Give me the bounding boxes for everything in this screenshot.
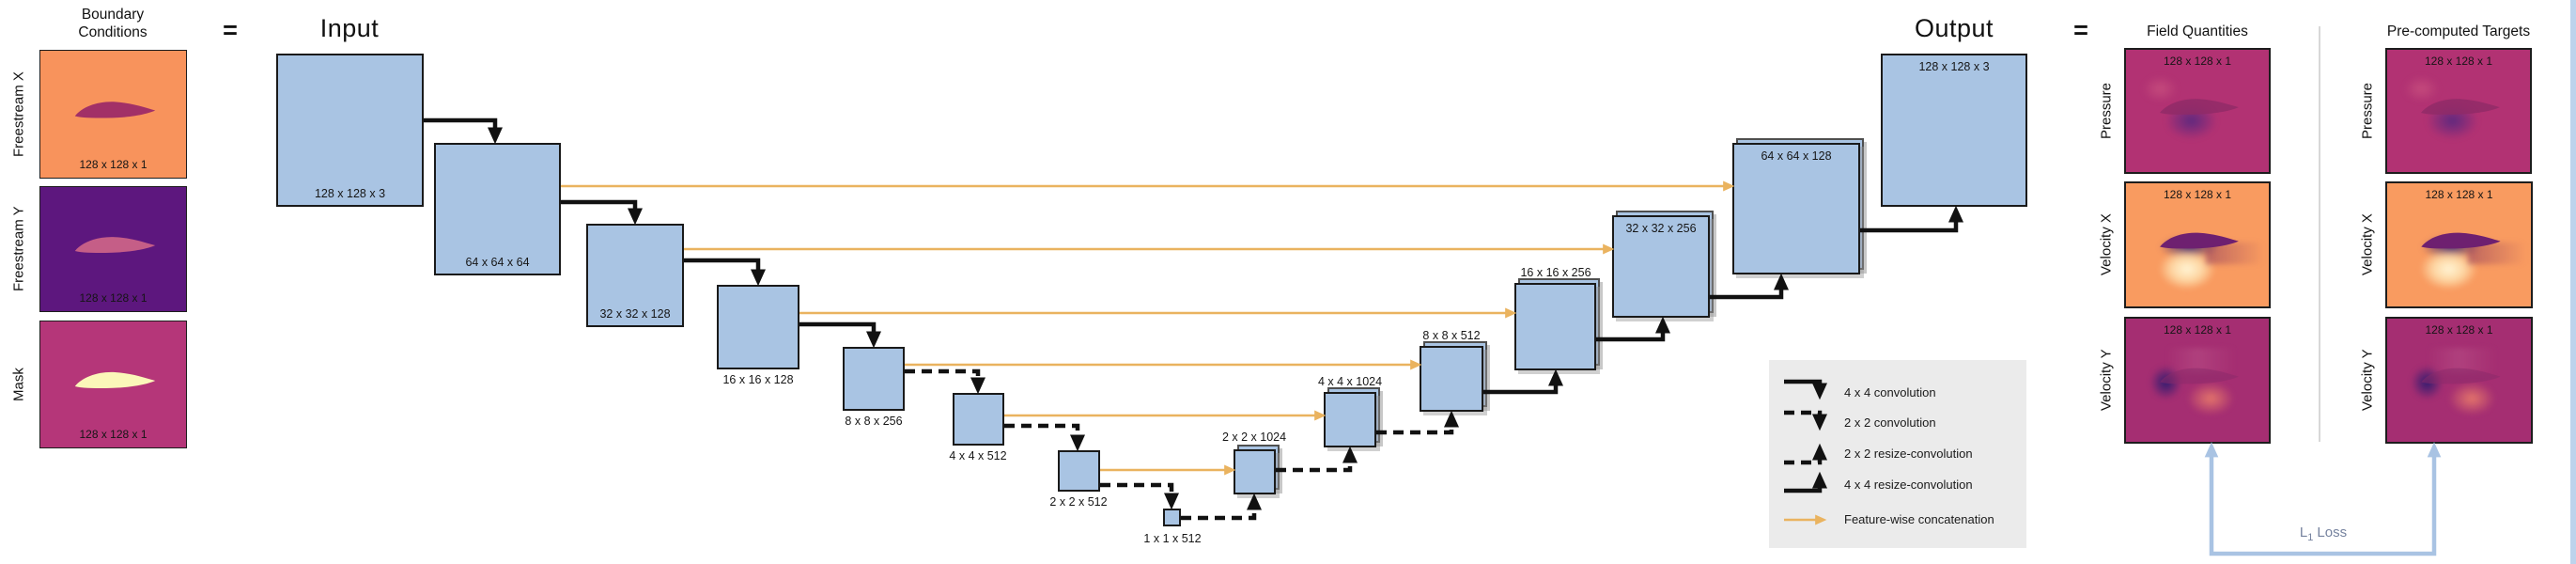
- field-tile-velocity-y: 128 x 128 x 1: [2124, 317, 2271, 444]
- target-tile-velocity-y: 128 x 128 x 1: [2385, 317, 2533, 444]
- airfoil-shape: [2160, 99, 2239, 115]
- airfoil-shape: [74, 237, 156, 253]
- unet-box-dec-32x32x256: 32 x 32 x 256: [1612, 215, 1710, 318]
- tile-dims: 128 x 128 x 1: [79, 428, 147, 441]
- resize-conv-4x4-arrow: [1710, 273, 1790, 300]
- unet-box-dec-2x2x1024: [1234, 449, 1276, 494]
- node-dims: 32 x 32 x 256: [1625, 222, 1697, 235]
- resize-conv-4x4-arrow: [1596, 316, 1671, 342]
- tile-dims: 128 x 128 x 1: [79, 291, 147, 305]
- unet-box-dec-16x16x256: [1514, 283, 1596, 370]
- unet-box-dec-64x64x128: 64 x 64 x 128: [1732, 143, 1860, 274]
- legend-item-conv-4x4: 4 x 4 convolution: [1844, 385, 1936, 400]
- field-tile-velocity-x: 128 x 128 x 1: [2124, 181, 2271, 308]
- node-dims: 128 x 128 x 3: [314, 187, 386, 200]
- resize-conv-2x2-arrow: [1376, 410, 1460, 435]
- node-dims: 64 x 64 x 128: [1761, 149, 1832, 163]
- resize-conv-4x4-arrow: [1860, 205, 1964, 233]
- target-label-pressure: Pressure: [2359, 82, 2376, 140]
- airfoil-shape: [2421, 368, 2501, 384]
- airfoil-shape: [2160, 232, 2239, 249]
- tile-dims: 128 x 128 x 1: [2163, 323, 2232, 337]
- boundary-conditions-title: Boundary Conditions: [78, 7, 147, 40]
- legend-item-resize-2x2: 2 x 2 resize-convolution: [1844, 446, 1973, 461]
- output-title: Output: [1914, 14, 1994, 42]
- conv-2x2-arrow: [1100, 482, 1180, 510]
- node-dims: 8 x 8 x 256: [845, 415, 903, 428]
- tile-dims: 128 x 128 x 1: [79, 158, 147, 171]
- node-dims: 128 x 128 x 3: [1918, 60, 1990, 73]
- velocity-x-wake-region: [2206, 242, 2269, 265]
- equals-sign-left: =: [223, 16, 238, 44]
- target-tile-pressure: 128 x 128 x 1: [2385, 48, 2532, 174]
- airfoil-shape: [74, 102, 156, 118]
- unet-box-output-128x128x3: 128 x 128 x 3: [1881, 54, 2027, 207]
- node-dims: 16 x 16 x 128: [722, 373, 794, 386]
- figure-edge-strip: [2570, 0, 2576, 564]
- unet-box-input-128x128x3: 128 x 128 x 3: [276, 54, 424, 207]
- velocity-x-wake-region: [2467, 242, 2531, 265]
- l1-loss-label: L1 Loss: [2299, 525, 2348, 543]
- legend-item-resize-4x4: 4 x 4 resize-convolution: [1844, 478, 1973, 492]
- tile-dims: 128 x 128 x 1: [2163, 55, 2232, 68]
- unet-box-enc-32x32x128: 32 x 32 x 128: [586, 224, 684, 327]
- unet-box-enc-8x8x256: [843, 347, 905, 411]
- node-dims: 32 x 32 x 128: [599, 307, 671, 321]
- boundary-tile-freestream-x: 128 x 128 x 1: [39, 50, 187, 179]
- node-dims: 2 x 2 x 512: [1049, 495, 1108, 509]
- field-quantities-title: Field Quantities: [2147, 24, 2248, 39]
- tile-dims: 128 x 128 x 1: [2163, 188, 2232, 201]
- boundary-label-mask: Mask: [10, 368, 27, 401]
- field-label-velocity-x: Velocity X: [2098, 213, 2115, 276]
- resize-conv-2x2-arrow: [1276, 446, 1358, 473]
- boundary-tile-freestream-y: 128 x 128 x 1: [39, 186, 187, 312]
- unet-box-enc-4x4x512: [953, 393, 1004, 446]
- unet-box-enc-64x64x64: 64 x 64 x 64: [434, 143, 561, 275]
- airfoil-shape: [2160, 368, 2239, 384]
- boundary-tile-mask: 128 x 128 x 1: [39, 321, 187, 448]
- unet-box-bottleneck-1x1x512: [1163, 509, 1181, 526]
- field-label-velocity-y: Velocity Y: [2098, 349, 2115, 412]
- boundary-label-freestream-y: Freestream Y: [10, 206, 27, 292]
- conv-4x4-arrow: [424, 118, 504, 145]
- field-label-pressure: Pressure: [2098, 82, 2115, 140]
- unet-box-enc-2x2x512: [1058, 450, 1100, 492]
- target-label-velocity-y: Velocity Y: [2359, 349, 2376, 412]
- boundary-label-freestream-x: Freestream X: [10, 71, 27, 157]
- legend-item-conv-2x2: 2 x 2 convolution: [1844, 415, 1936, 430]
- unet-box-dec-4x4x1024: [1324, 392, 1376, 447]
- legend-panel: [1769, 360, 2026, 548]
- tile-dims: 128 x 128 x 1: [2425, 188, 2493, 201]
- node-dims: 4 x 4 x 1024: [1317, 375, 1383, 388]
- conv-4x4-arrow: [684, 258, 767, 287]
- input-title: Input: [319, 14, 380, 42]
- resize-conv-4x4-arrow: [1483, 368, 1564, 395]
- legend-item-concat: Feature-wise concatenation: [1844, 512, 1994, 526]
- airfoil-shape: [74, 371, 156, 388]
- tile-dims: 128 x 128 x 1: [2425, 323, 2493, 337]
- target-tile-velocity-x: 128 x 128 x 1: [2385, 181, 2533, 308]
- unet-box-enc-16x16x128: [717, 285, 799, 369]
- node-dims: 4 x 4 x 512: [949, 449, 1007, 462]
- node-dims: 64 x 64 x 64: [465, 256, 530, 269]
- conv-2x2-arrow: [1004, 423, 1086, 452]
- tile-dims: 128 x 128 x 1: [2424, 55, 2493, 68]
- airfoil-shape: [2421, 232, 2501, 249]
- conv-4x4-arrow: [561, 199, 644, 226]
- node-dims: 2 x 2 x 1024: [1221, 431, 1287, 444]
- airfoil-shape: [2421, 99, 2500, 115]
- node-dims: 8 x 8 x 512: [1422, 329, 1481, 342]
- precomputed-targets-title: Pre-computed Targets: [2386, 24, 2531, 39]
- equals-sign-right: =: [2073, 16, 2088, 44]
- field-tile-pressure: 128 x 128 x 1: [2124, 48, 2271, 174]
- node-dims: 1 x 1 x 512: [1143, 532, 1202, 545]
- node-dims: 16 x 16 x 256: [1520, 266, 1591, 279]
- conv-4x4-arrow: [799, 321, 882, 349]
- resize-conv-2x2-arrow: [1181, 493, 1263, 521]
- target-label-velocity-x: Velocity X: [2359, 213, 2376, 276]
- conv-2x2-arrow: [905, 368, 986, 395]
- unet-box-dec-8x8x512: [1420, 346, 1483, 412]
